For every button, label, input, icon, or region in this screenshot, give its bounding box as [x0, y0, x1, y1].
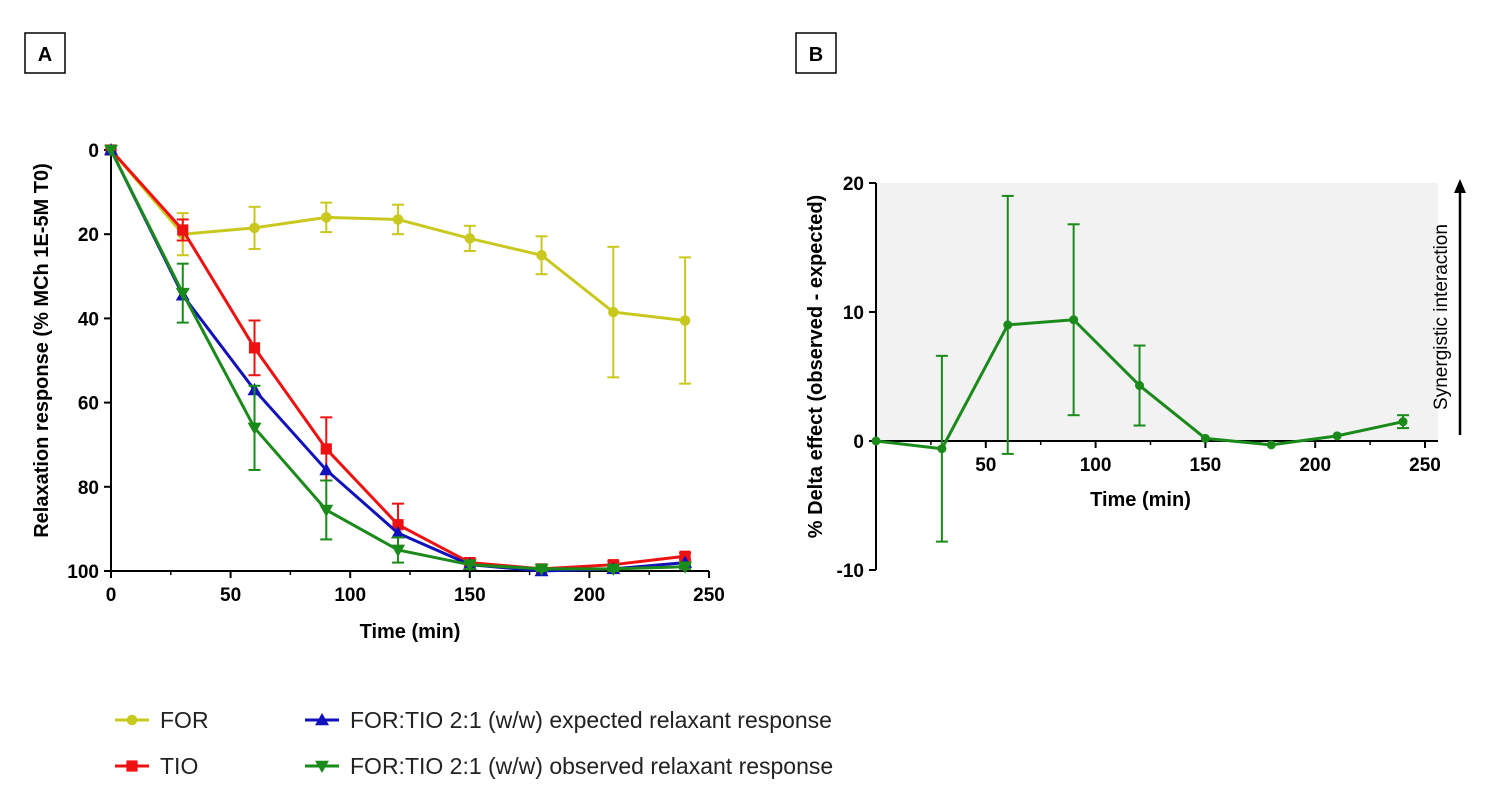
- legend-label: TIO: [160, 753, 198, 779]
- chart-b-data-point: [1398, 417, 1408, 427]
- chart-b-data-point: [1332, 431, 1342, 441]
- chart-a-x-tick-label: 200: [574, 585, 606, 606]
- chart-a-data-point: [247, 422, 262, 435]
- legend-marker: [126, 714, 138, 726]
- chart-b-x-tick-label: 250: [1409, 455, 1441, 476]
- chart-a-series-4: [104, 144, 693, 576]
- chart-a-data-point: [608, 306, 619, 318]
- chart-b-data-point: [937, 444, 947, 454]
- chart-a-data-point: [320, 443, 332, 455]
- synergy-shaded-region: [876, 183, 1438, 441]
- legend-item: FOR:TIO 2:1 (w/w) expected relaxant resp…: [305, 707, 832, 733]
- chart-a-data-point: [678, 561, 693, 574]
- chart-b-y-tick-label: -10: [837, 561, 864, 582]
- chart-a-x-tick-label: 50: [220, 585, 241, 606]
- chart-a-y-tick-label: 20: [78, 225, 99, 246]
- chart-a-data-point: [321, 212, 332, 223]
- legend-label: FOR: [160, 707, 209, 733]
- chart-b-series-1: [871, 194, 1410, 543]
- chart-a-data-point: [534, 563, 549, 576]
- chart-b-y-tick-label: 20: [843, 174, 864, 195]
- chart-a-data-point: [392, 519, 404, 531]
- legend-label: FOR:TIO 2:1 (w/w) expected relaxant resp…: [350, 707, 832, 733]
- legend-item: FOR: [115, 707, 209, 733]
- chart-a-x-tick-label: 0: [106, 585, 117, 606]
- legend-item: FOR:TIO 2:1 (w/w) observed relaxant resp…: [305, 753, 833, 779]
- chart-b-data-point: [871, 436, 881, 446]
- chart-a-y-tick-label: 60: [78, 394, 99, 415]
- legend: FOR TIO FOR:TIO 2:1 (w/w) expected relaxan…: [115, 707, 833, 779]
- chart-b-x-tick-label: 150: [1190, 455, 1222, 476]
- synergy-arrow-head: [1454, 179, 1466, 193]
- chart-b-x-tick-label: 200: [1299, 455, 1331, 476]
- chart-b: % Delta effect (observed - expected) Tim…: [805, 174, 1466, 582]
- legend-item: TIO: [115, 753, 198, 779]
- chart-a-y-tick-label: 40: [78, 309, 99, 330]
- legend-marker: [315, 760, 329, 773]
- panel-b-label: B: [795, 32, 837, 74]
- chart-a-y-tick-label: 100: [67, 562, 99, 583]
- chart-a-data-point: [536, 250, 547, 261]
- chart-b-data-point: [1069, 315, 1079, 325]
- chart-a: Relaxation response (% MCh 1E-5M T0) Tim…: [31, 141, 725, 643]
- chart-b-y-tick-label: 0: [853, 432, 864, 453]
- chart-a-data-point: [391, 544, 406, 557]
- chart-a-y-tick-label: 0: [88, 141, 99, 162]
- chart-a-data-point: [177, 224, 189, 236]
- chart-a-y-tick-label: 80: [78, 478, 99, 499]
- chart-a-data-point: [249, 222, 260, 234]
- chart-b-data-point: [1200, 433, 1210, 443]
- chart-a-x-tick-label: 250: [693, 585, 725, 606]
- chart-a-x-tick-label: 100: [334, 585, 366, 606]
- chart-a-data-point: [248, 342, 261, 354]
- chart-a-x-axis-label: Time (min): [360, 621, 461, 643]
- chart-b-y-axis-label: % Delta effect (observed - expected): [805, 195, 827, 538]
- panel-b-letter: B: [809, 44, 823, 66]
- legend-marker: [315, 713, 329, 726]
- chart-b-data-point: [1266, 440, 1276, 450]
- chart-a-data-point: [464, 233, 476, 244]
- legend-marker: [126, 760, 138, 772]
- chart-b-data-point: [1003, 320, 1013, 330]
- chart-a-data-point: [679, 315, 691, 326]
- chart-a-data-point: [319, 462, 334, 476]
- chart-a-x-tick-label: 150: [454, 585, 486, 606]
- chart-a-data-point: [104, 144, 118, 157]
- chart-b-x-tick-label: 50: [975, 455, 996, 476]
- panel-a-letter: A: [38, 44, 52, 66]
- chart-a-data-point: [392, 214, 404, 225]
- chart-a-data-point: [462, 559, 477, 572]
- chart-b-y-tick-label: 10: [843, 303, 864, 324]
- chart-b-data-point: [1135, 381, 1145, 391]
- synergistic-interaction-annotation: Synergistic interaction: [1431, 224, 1452, 410]
- chart-a-data-point: [319, 504, 334, 517]
- chart-a-series-line: [109, 149, 686, 322]
- chart-a-data-point: [391, 526, 406, 539]
- chart-b-x-axis-label: Time (min): [1090, 489, 1191, 511]
- panel-a-label: A: [24, 32, 66, 74]
- chart-a-data-point: [606, 563, 621, 576]
- legend-label: FOR:TIO 2:1 (w/w) observed relaxant resp…: [350, 753, 833, 779]
- chart-a-series-1: [105, 144, 692, 385]
- chart-b-x-tick-label: 100: [1080, 455, 1112, 476]
- chart-a-y-axis-label: Relaxation response (% MCh 1E-5M T0): [31, 163, 53, 538]
- chart-a-data-point: [175, 287, 190, 301]
